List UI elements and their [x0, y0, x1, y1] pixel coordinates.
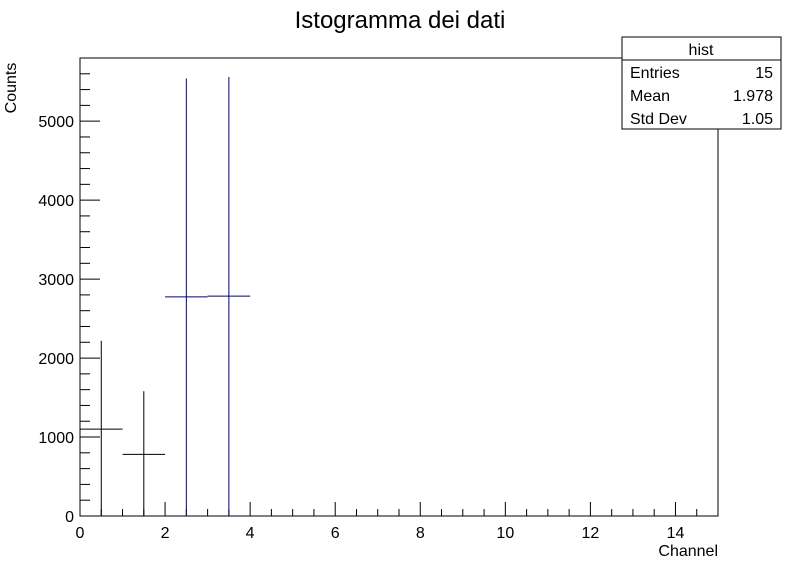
y-tick-label: 0	[65, 509, 74, 526]
y-tick-label: 5000	[38, 114, 74, 131]
stats-box-frame	[621, 36, 782, 130]
x-tick-label: 6	[331, 525, 340, 542]
stats-entries-label: Entries	[630, 65, 680, 82]
stats-box-title: hist	[689, 42, 714, 59]
x-tick-label: 10	[496, 525, 514, 542]
x-tick-label: 4	[246, 525, 255, 542]
x-tick-label: 8	[416, 525, 425, 542]
chart-title: Istogramma dei dati	[295, 7, 506, 34]
histogram-bins	[80, 76, 251, 516]
stats-stddev-value: 1.05	[742, 111, 773, 128]
x-tick-label: 0	[76, 525, 85, 542]
y-tick-label: 2000	[38, 351, 74, 368]
stats-box: hist Entries 15 Mean 1.978 Std Dev 1.05	[621, 36, 782, 130]
x-tick-label: 14	[667, 525, 685, 542]
histogram-bin-3	[165, 78, 208, 516]
y-axis-label: Counts	[3, 63, 20, 114]
x-tick-label: 12	[582, 525, 600, 542]
y-tick-label: 3000	[38, 272, 74, 289]
histogram-bin-1	[80, 340, 123, 516]
stats-entries-value: 15	[755, 65, 773, 82]
y-tick-label: 1000	[38, 430, 74, 447]
y-tick-label: 4000	[38, 193, 74, 210]
stats-mean-value: 1.978	[733, 88, 773, 105]
histogram-bin-2	[122, 391, 166, 516]
stats-stddev-label: Std Dev	[630, 111, 687, 128]
histogram-bin-4	[207, 76, 251, 516]
x-axis-label: Channel	[658, 543, 718, 560]
axis-tick-labels: 0 2 4 6 8 10 12 14 0 1000 2000 3000 4000 5000	[38, 114, 684, 542]
stats-mean-label: Mean	[630, 88, 670, 105]
x-tick-label: 2	[161, 525, 170, 542]
